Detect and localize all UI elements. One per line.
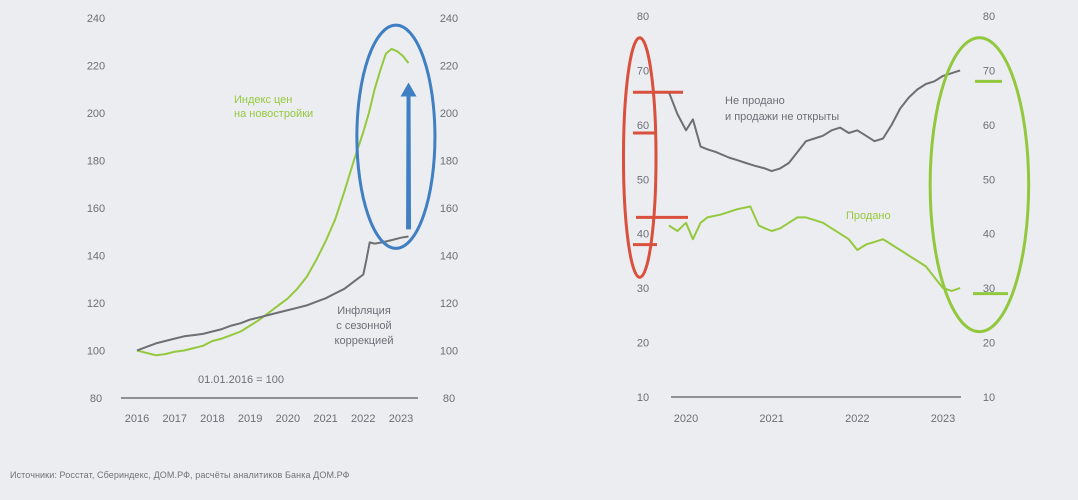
chart2-ytick-right-70: 70 bbox=[983, 65, 995, 77]
chart1-xtick-2019: 2019 bbox=[238, 413, 262, 425]
chart1-ytick-left-80: 80 bbox=[90, 393, 102, 405]
chart2-ytick-left-60: 60 bbox=[637, 120, 649, 132]
chart2-ytick-right-60: 60 bbox=[983, 120, 995, 132]
chart2-xtick-2022: 2022 bbox=[845, 413, 869, 425]
chart2-series1-label-line-2: и продажи не открыты bbox=[725, 111, 839, 123]
chart2-red-highlight-ellipse bbox=[621, 36, 658, 279]
chart1-ytick-right-220: 220 bbox=[440, 61, 458, 73]
chart2-ytick-left-10: 10 bbox=[637, 392, 649, 404]
chart1-ytick-left-140: 140 bbox=[87, 251, 105, 263]
chart1-ytick-left-200: 200 bbox=[87, 108, 105, 120]
chart1-series-line-2 bbox=[136, 235, 409, 352]
chart2-series1-label-line-1: Не продано bbox=[725, 95, 785, 107]
chart1-base-note: 01.01.2016 = 100 bbox=[198, 374, 284, 386]
chart1-ytick-right-160: 160 bbox=[440, 203, 458, 215]
chart1-xtick-2016: 2016 bbox=[125, 413, 149, 425]
source-note: Источники: Росстат, Сбериндекс, ДОМ.РФ, … bbox=[10, 470, 350, 480]
chart2-ytick-left-80: 80 bbox=[637, 11, 649, 23]
chart1-series-line-1 bbox=[136, 47, 410, 357]
chart2-series-line-1 bbox=[667, 69, 961, 173]
chart1-ytick-left-160: 160 bbox=[87, 203, 105, 215]
chart1-ytick-left-100: 100 bbox=[87, 346, 105, 358]
chart2-ytick-right-50: 50 bbox=[983, 174, 995, 186]
chart1-series1-label-line-2: на новостройки bbox=[234, 108, 313, 120]
chart1-ytick-left-240: 240 bbox=[87, 13, 105, 25]
chart2-ytick-right-80: 80 bbox=[983, 11, 995, 23]
chart2-ytick-left-20: 20 bbox=[637, 338, 649, 350]
chart2-xtick-2021: 2021 bbox=[759, 413, 783, 425]
chart2-series2-label: Продано bbox=[846, 210, 891, 222]
chart1-ytick-left-180: 180 bbox=[87, 156, 105, 168]
chart1-ytick-right-120: 120 bbox=[440, 298, 458, 310]
chart1-ytick-right-200: 200 bbox=[440, 108, 458, 120]
chart1-ytick-right-140: 140 bbox=[440, 251, 458, 263]
chart2-xtick-2023: 2023 bbox=[931, 413, 955, 425]
chart2-xtick-2020: 2020 bbox=[674, 413, 698, 425]
chart1-blue-up-arrow bbox=[400, 82, 417, 230]
chart1-xtick-2021: 2021 bbox=[313, 413, 337, 425]
chart1-ytick-right-100: 100 bbox=[440, 346, 458, 358]
chart1-series2-label-line-3: коррекцией bbox=[335, 335, 394, 347]
chart1-ytick-left-120: 120 bbox=[87, 298, 105, 310]
chart1-blue-highlight-ellipse bbox=[355, 23, 437, 250]
price-index-chart: 80 80 100 100 120 120 140 140 160 160 180 180 200 200… bbox=[87, 13, 458, 425]
chart2-ytick-right-20: 20 bbox=[983, 338, 995, 350]
chart2-series-line-2 bbox=[668, 205, 961, 292]
chart1-xtick-2022: 2022 bbox=[351, 413, 375, 425]
chart1-series2-label-line-2: с сезонной bbox=[336, 320, 391, 332]
chart1-xtick-2017: 2017 bbox=[162, 413, 186, 425]
chart2-ytick-right-10: 10 bbox=[983, 392, 995, 404]
chart1-ytick-right-180: 180 bbox=[440, 156, 458, 168]
chart1-ytick-right-80: 80 bbox=[443, 393, 455, 405]
chart2-ytick-right-40: 40 bbox=[983, 229, 995, 241]
chart2-ytick-left-40: 40 bbox=[637, 229, 649, 241]
chart1-xtick-2020: 2020 bbox=[276, 413, 300, 425]
chart2-ytick-left-70: 70 bbox=[637, 65, 649, 77]
chart1-ytick-right-240: 240 bbox=[440, 13, 458, 25]
chart1-xtick-2018: 2018 bbox=[200, 413, 224, 425]
chart1-ytick-left-220: 220 bbox=[87, 61, 105, 73]
chart1-series2-label-line-1: Инфляция bbox=[337, 305, 391, 317]
chart2-ytick-left-50: 50 bbox=[637, 174, 649, 186]
chart2-ytick-left-30: 30 bbox=[637, 283, 649, 295]
chart1-xtick-2023: 2023 bbox=[389, 413, 413, 425]
chart2-green-highlight-ellipse bbox=[928, 36, 1031, 334]
chart1-series1-label-line-1: Индекс цен bbox=[234, 94, 292, 106]
